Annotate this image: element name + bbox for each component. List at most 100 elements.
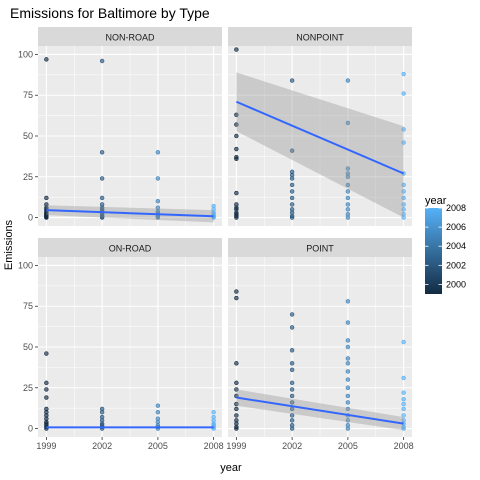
data-point [346,207,350,211]
y-tick-label: 25 [23,383,33,393]
y-tick-label: 100 [18,49,33,59]
data-point [290,418,294,422]
data-point [156,410,160,414]
data-point [402,407,406,411]
data-point [44,381,48,385]
data-point [100,150,104,154]
facet-strip-label: POINT [306,244,334,254]
x-tick-label: 1999 [226,441,246,451]
data-point [290,348,294,352]
facet-panel-non-road: NON-ROAD0255075100 [18,27,222,226]
data-point [402,397,406,401]
data-point [156,404,160,408]
y-tick-label: 0 [28,424,33,434]
data-point [212,410,216,414]
facet-panels: NON-ROAD 0 25 50 75 100 NONPOINT ON-ROAD 0 25 50 75… [18,27,414,451]
data-point [44,387,48,391]
data-point [290,326,294,330]
data-point [100,410,104,414]
data-point [290,312,294,316]
data-point [402,72,406,76]
x-tick-label: 2008 [394,441,414,451]
legend-tick-label: 2006 [446,222,466,232]
data-point [290,361,294,365]
data-point [234,407,238,411]
data-point [402,414,406,418]
data-point [346,357,350,361]
y-tick-label: 50 [23,342,33,352]
legend-tick-label: 2000 [446,279,466,289]
data-point [44,396,48,400]
data-point [44,216,48,220]
x-axis-label: year [220,462,242,474]
data-point [346,321,350,325]
data-point [290,427,294,431]
facet-strip-label: NONPOINT [296,33,344,43]
x-tick-label: 2008 [204,441,224,451]
data-point [234,361,238,365]
data-point [290,394,294,398]
y-tick-label: 75 [23,301,33,311]
color-legend: year 2008 2006 2004 2002 2000 [425,195,466,294]
data-point [402,402,406,406]
data-point [346,345,350,349]
data-point [346,203,350,207]
data-point [346,401,350,405]
data-point [290,196,294,200]
data-point [346,378,350,382]
x-tick-label: 2005 [338,441,358,451]
data-point [346,299,350,303]
y-axis-label: Emissions [3,219,15,270]
facet-strip-label: NON-ROAD [106,33,155,43]
x-tick-label: 2002 [282,441,302,451]
data-point [346,386,350,390]
data-point [234,216,238,220]
data-point [290,79,294,83]
data-point [100,176,104,180]
data-point [234,147,238,151]
facet-panel-on-road: ON-ROAD 0 25 50 75 100 1999 2002 2005 2008 [18,238,224,451]
data-point [346,339,350,343]
data-point [290,368,294,372]
x-tick-label: 1999 [36,441,56,451]
data-point [346,196,350,200]
data-point [290,176,294,180]
data-point [290,190,294,194]
data-point [156,199,160,203]
legend-tick-label: 2008 [446,203,466,213]
facet-panel-point: POINT 1999 2002 2005 2008 [226,238,413,451]
data-point [346,79,350,83]
data-point [290,183,294,187]
data-point [346,427,350,431]
data-point [234,414,238,418]
legend-tick-label: 2002 [446,260,466,270]
data-point [44,352,48,356]
data-point [346,370,350,374]
y-tick-label: 50 [23,131,33,141]
data-point [44,196,48,200]
data-point [402,92,406,96]
data-point [402,391,406,395]
data-point [234,427,238,431]
y-tick-label: 75 [23,90,33,100]
data-point [290,203,294,207]
data-point [100,196,104,200]
data-point [234,157,238,161]
data-point [290,387,294,391]
data-point [402,340,406,344]
data-point [156,150,160,154]
data-point [100,59,104,63]
data-point [290,414,294,418]
data-point [290,381,294,385]
chart-title: Emissions for Baltimore by Type [10,5,210,21]
data-point [234,296,238,300]
data-point [234,134,238,138]
data-point [234,290,238,294]
data-point [234,191,238,195]
data-point [346,394,350,398]
legend-tick-label: 2004 [446,241,466,251]
data-point [402,376,406,380]
y-tick-label: 0 [28,213,33,223]
y-tick-label: 100 [18,260,33,270]
